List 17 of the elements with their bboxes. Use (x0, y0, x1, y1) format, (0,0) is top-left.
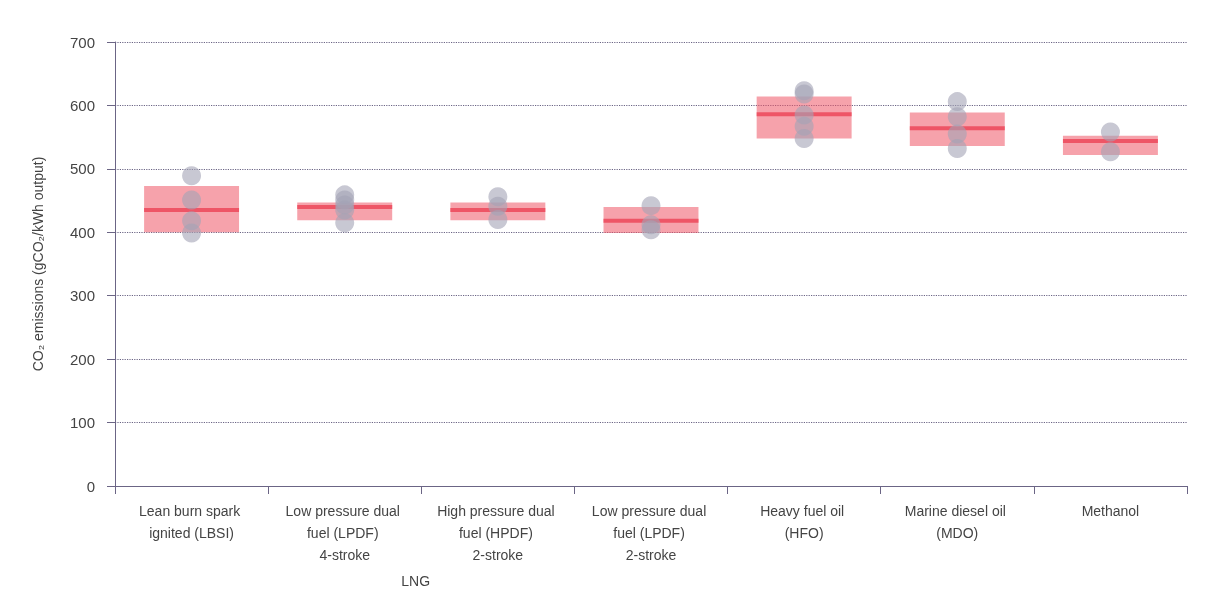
y-tick-label: 200 (69, 350, 95, 368)
y-tick-label: 300 (69, 287, 95, 305)
y-tick-label: 100 (69, 414, 95, 432)
x-tick-label: Low pressure dual fuel (LPDF) 2-stroke (591, 503, 711, 563)
y-tick-label: 700 (69, 33, 95, 51)
y-tick-label: 600 (69, 96, 95, 114)
x-tick-label: Low pressure dual fuel (LPDF) 4-stroke (285, 503, 404, 563)
x-tick-label: Methanol (1081, 503, 1140, 519)
x-tick-label: Heavy fuel oil (HFO) (760, 503, 849, 541)
x-tick-label: Lean burn spark ignited (LBSI) (139, 503, 245, 541)
y-tick-label: 400 (69, 223, 95, 241)
text: LNG (401, 573, 431, 589)
x-tick-label: Marine diesel oil (MDO) (904, 503, 1010, 541)
y-axis-title: CO₂ emissions (gCO₂/kWh output) (30, 156, 46, 372)
x-tick-label: High pressure dual fuel (HPDF) 2-stroke (437, 503, 559, 563)
y-tick-label: 500 (69, 160, 95, 178)
y-tick-label: 0 (86, 477, 95, 495)
